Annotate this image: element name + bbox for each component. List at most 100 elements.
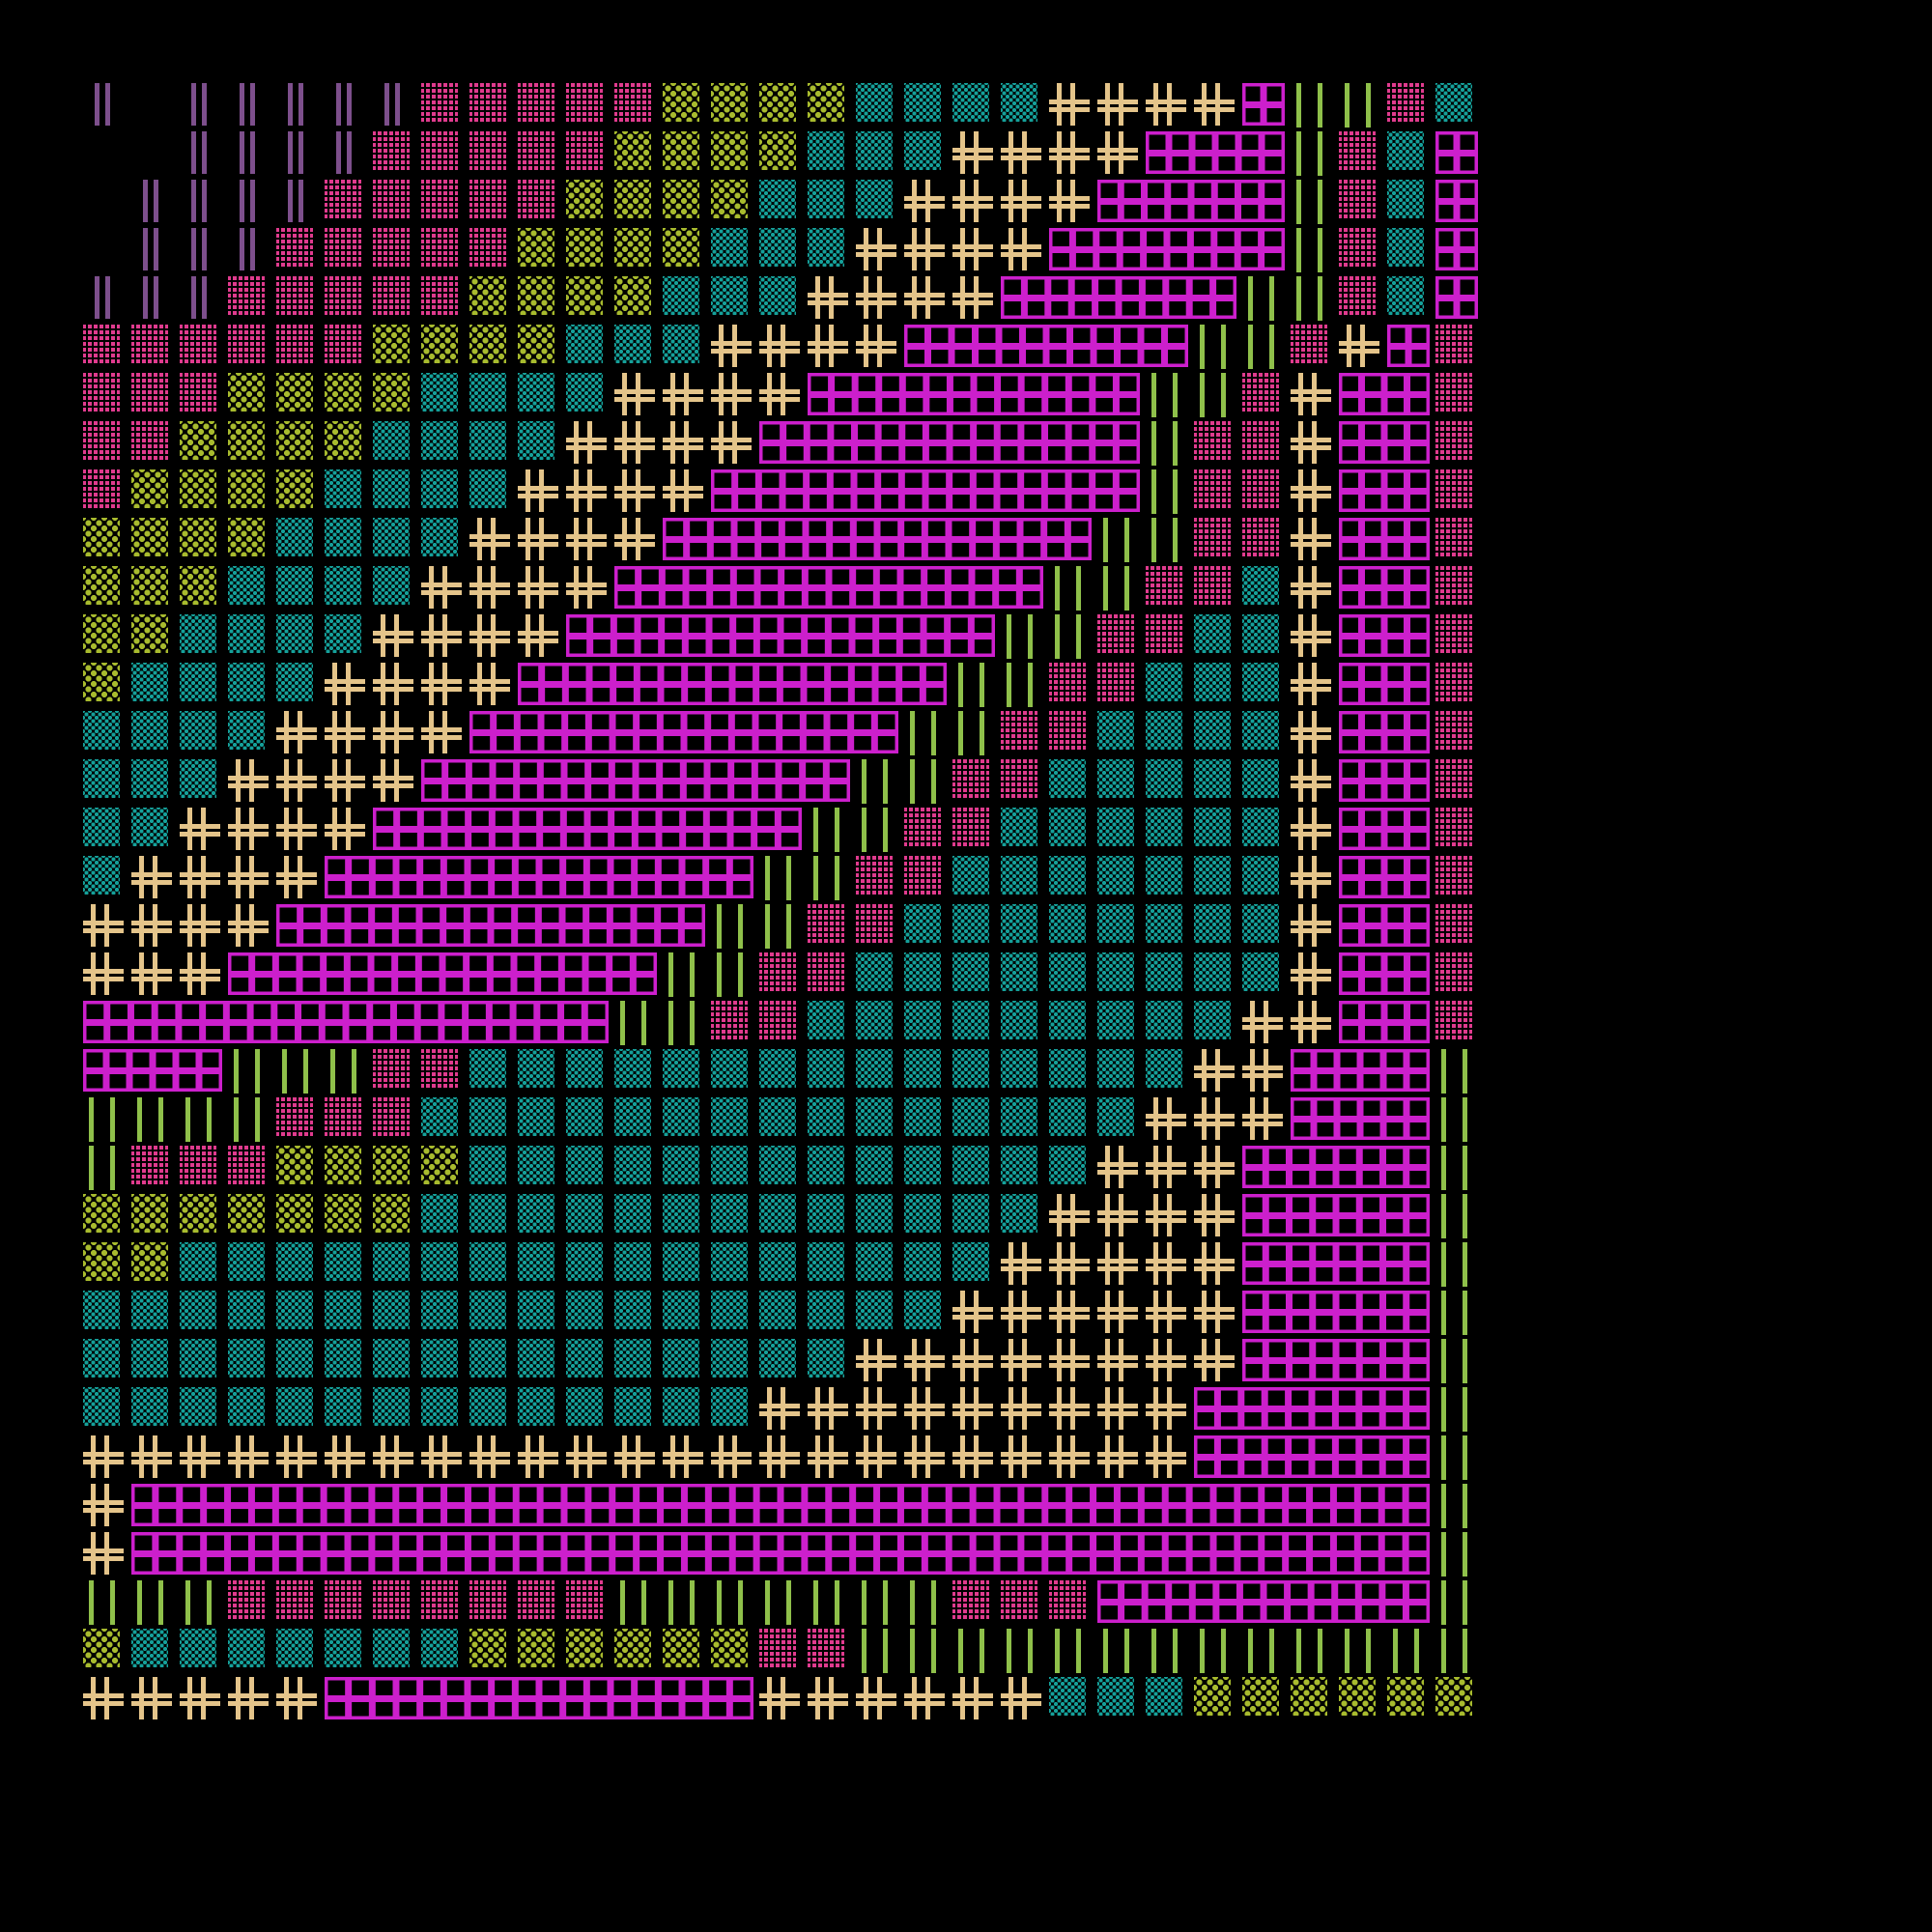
- cell-tan-cross: [566, 566, 607, 609]
- cell-teal-dot: [373, 1242, 410, 1281]
- cell-green-bar: [904, 1580, 945, 1625]
- cell-tan-cross: [614, 373, 655, 415]
- cell-teal-dot: [1194, 808, 1231, 846]
- cell-magenta-box-run: [1383, 321, 1434, 371]
- cell-tan-cross: [276, 808, 317, 850]
- cell-tan-cross: [1146, 1194, 1186, 1236]
- cell-pink-weave: [325, 228, 361, 267]
- cell-olive-dot: [1387, 1677, 1424, 1716]
- cell-magenta-box-run: [369, 804, 806, 854]
- cell-tan-cross: [228, 1677, 269, 1719]
- cell-olive-dot: [276, 373, 313, 412]
- cell-tan-cross: [856, 1677, 896, 1719]
- cell-teal-dot: [373, 1629, 410, 1667]
- cell-green-bar: [1291, 180, 1331, 224]
- cell-olive-dot: [373, 1146, 410, 1184]
- cell-teal-dot: [1049, 856, 1086, 895]
- cell-teal-dot: [1242, 614, 1279, 653]
- cell-teal-dot: [469, 1146, 506, 1184]
- cell-tan-cross: [1146, 1291, 1186, 1333]
- cell-pink-weave: [566, 131, 603, 170]
- cell-teal-dot: [131, 759, 168, 798]
- cell-olive-dot: [614, 180, 651, 218]
- cell-teal-dot: [856, 83, 893, 122]
- cell-tan-cross: [1194, 1146, 1235, 1188]
- cell-teal-dot: [518, 1242, 554, 1281]
- cell-tan-cross: [759, 1435, 800, 1478]
- cell-teal-dot: [663, 1339, 699, 1378]
- cell-tan-cross: [1097, 83, 1138, 126]
- cell-tan-cross: [952, 1291, 993, 1333]
- cell-tan-cross: [325, 808, 365, 850]
- cell-teal-dot: [83, 1291, 120, 1329]
- cell-teal-dot: [904, 1049, 941, 1088]
- cell-tan-cross: [228, 1435, 269, 1478]
- cell-green-bar: [1146, 518, 1186, 562]
- cell-tan-cross: [1242, 1001, 1283, 1043]
- cell-purple-bar: [278, 131, 312, 174]
- cell-pink-weave: [566, 83, 603, 122]
- cell-tan-cross: [1097, 131, 1138, 174]
- cell-tan-cross: [1146, 1387, 1186, 1430]
- cell-teal-dot: [663, 1146, 699, 1184]
- cell-tan-cross: [469, 518, 510, 560]
- cell-magenta-box-run: [562, 611, 999, 661]
- cell-olive-dot: [614, 276, 651, 315]
- cell-pink-weave: [759, 952, 796, 991]
- cell-teal-dot: [1097, 1677, 1134, 1716]
- cell-tan-cross: [614, 518, 655, 560]
- cell-teal-dot: [1001, 1097, 1037, 1136]
- cell-olive-dot: [131, 614, 168, 653]
- cell-teal-dot: [856, 131, 893, 170]
- cell-teal-dot: [131, 711, 168, 750]
- cell-teal-dot: [421, 1097, 458, 1136]
- cell-tan-cross: [180, 856, 220, 898]
- cell-teal-dot: [1194, 759, 1231, 798]
- cell-olive-dot: [663, 228, 699, 267]
- cell-pink-weave: [373, 1049, 410, 1088]
- cell-tan-cross: [1146, 1242, 1186, 1285]
- cell-tan-cross: [1049, 1194, 1090, 1236]
- cell-tan-cross: [373, 1435, 413, 1478]
- cell-tan-cross: [759, 325, 800, 367]
- cell-tan-cross: [1049, 1242, 1090, 1285]
- cell-teal-dot: [131, 808, 168, 846]
- cell-pink-weave: [83, 325, 120, 363]
- cell-teal-dot: [566, 1097, 603, 1136]
- cell-magenta-box-run: [1238, 1335, 1434, 1385]
- cell-olive-dot: [325, 1194, 361, 1233]
- cell-teal-dot: [1194, 904, 1231, 943]
- cell-teal-dot: [469, 373, 506, 412]
- cell-tan-cross: [711, 421, 752, 464]
- cell-green-bar: [1435, 1146, 1476, 1190]
- cell-green-bar: [1291, 228, 1331, 272]
- cell-teal-dot: [1194, 663, 1231, 701]
- cell-teal-dot: [1097, 904, 1134, 943]
- cell-teal-dot: [131, 1339, 168, 1378]
- cell-teal-dot: [421, 1339, 458, 1378]
- cell-olive-dot: [83, 1629, 120, 1667]
- cell-teal-dot: [759, 1291, 796, 1329]
- cell-tan-cross: [518, 566, 558, 609]
- cell-teal-dot: [325, 1339, 361, 1378]
- cell-green-bar: [1435, 1097, 1476, 1142]
- cell-tan-cross: [83, 1532, 124, 1575]
- cell-teal-dot: [1097, 1001, 1134, 1039]
- cell-tan-cross: [1097, 1339, 1138, 1381]
- cell-tan-cross: [808, 276, 848, 319]
- cell-magenta-box-run: [1238, 79, 1289, 129]
- cell-tan-cross: [1146, 1146, 1186, 1188]
- cell-teal-dot: [1001, 1146, 1037, 1184]
- cell-teal-dot: [1049, 952, 1086, 991]
- cell-pink-weave: [228, 276, 265, 315]
- cell-olive-dot: [180, 566, 216, 605]
- cell-teal-dot: [759, 1242, 796, 1281]
- cell-teal-dot: [904, 83, 941, 122]
- cell-olive-dot: [518, 276, 554, 315]
- cell-teal-dot: [276, 1242, 313, 1281]
- cell-olive-dot: [373, 1194, 410, 1233]
- cell-teal-dot: [1146, 1677, 1182, 1716]
- cell-green-bar: [83, 1146, 124, 1190]
- cell-teal-dot: [566, 373, 603, 412]
- cell-teal-dot: [904, 1097, 941, 1136]
